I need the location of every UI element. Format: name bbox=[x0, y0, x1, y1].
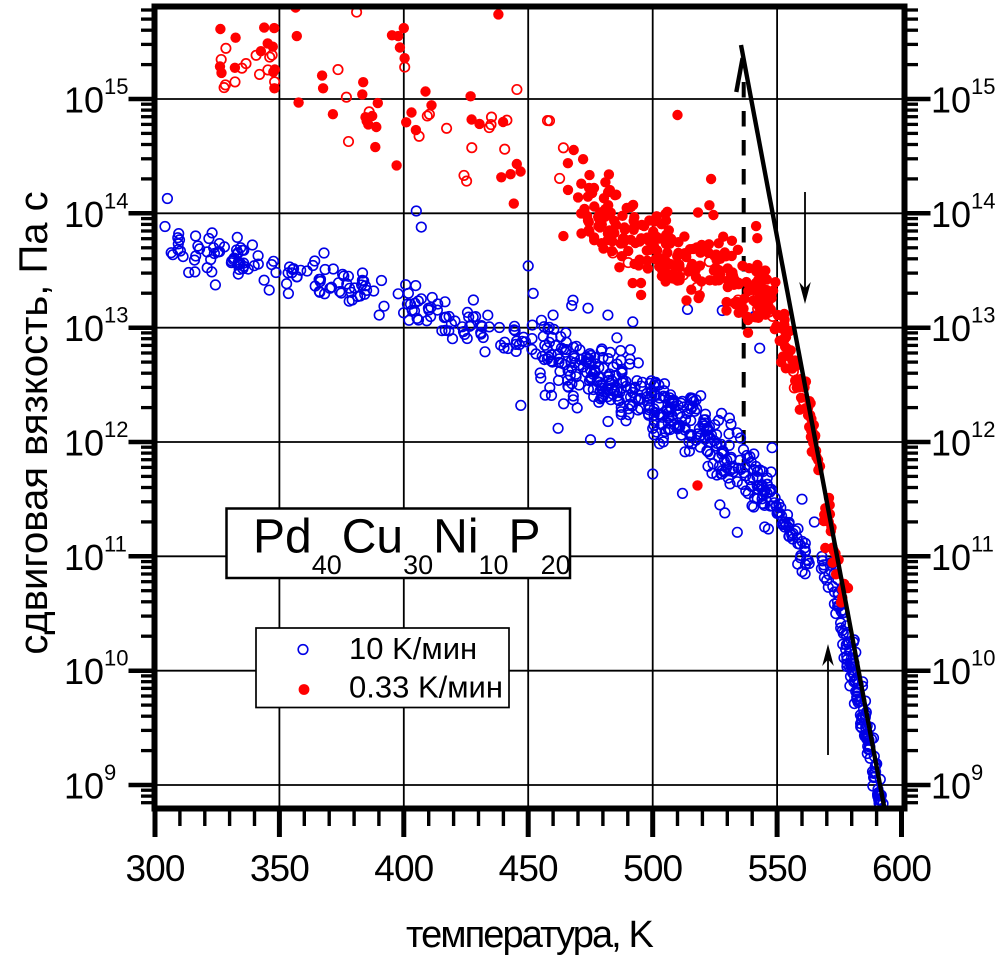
svg-text:500: 500 bbox=[623, 848, 682, 889]
svg-text:1010: 1010 bbox=[64, 646, 129, 693]
svg-text:300: 300 bbox=[125, 848, 184, 889]
svg-text:600: 600 bbox=[872, 848, 931, 889]
svg-text:350: 350 bbox=[250, 848, 309, 889]
svg-text:0.33 K/мин: 0.33 K/мин bbox=[349, 670, 503, 705]
svg-text:1012: 1012 bbox=[931, 417, 996, 464]
svg-text:сдвиговая вязкость, Па с: сдвиговая вязкость, Па с bbox=[12, 191, 56, 654]
svg-text:температура, K: температура, K bbox=[406, 914, 653, 956]
svg-text:10 K/мин: 10 K/мин bbox=[349, 631, 477, 666]
svg-text:550: 550 bbox=[748, 848, 807, 889]
svg-text:450: 450 bbox=[499, 848, 558, 889]
svg-text:400: 400 bbox=[374, 848, 433, 889]
